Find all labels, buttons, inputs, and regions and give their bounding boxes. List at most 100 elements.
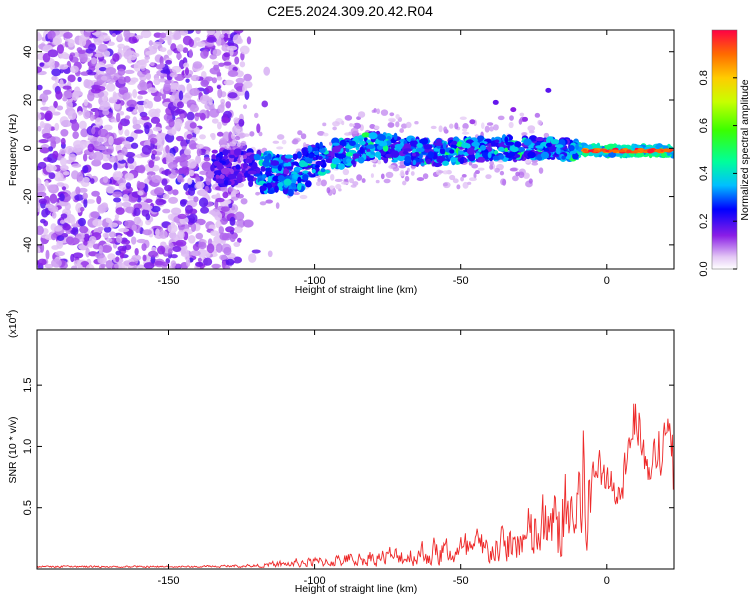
spectrogram-cell bbox=[267, 250, 273, 258]
spectrogram-cell bbox=[153, 77, 161, 86]
spectrogram-cell bbox=[117, 152, 124, 161]
spectrogram-cell bbox=[395, 121, 400, 128]
spectrogram-cell bbox=[540, 151, 550, 160]
spectrogram-cell bbox=[319, 141, 323, 150]
spectrogram-cell bbox=[215, 174, 220, 179]
spectrogram-cell bbox=[47, 30, 56, 40]
spectrogram-cell bbox=[219, 174, 225, 180]
spectrogram-cell bbox=[200, 50, 209, 59]
spectrogram-cell bbox=[108, 135, 114, 146]
spectrogram-cell bbox=[197, 248, 207, 258]
spectrogram-cell bbox=[44, 180, 49, 187]
spectrogram-cell bbox=[251, 161, 258, 170]
spectrogram-cell bbox=[122, 194, 130, 202]
spectrogram-cell bbox=[395, 114, 400, 120]
spectrogram-cell bbox=[85, 264, 95, 269]
spectrogram-cell bbox=[85, 247, 90, 258]
spectrogram-cell bbox=[151, 205, 161, 213]
spectrogram-cell bbox=[171, 65, 182, 73]
spectrogram-cell bbox=[494, 167, 500, 173]
spectrogram-cell bbox=[150, 111, 160, 119]
spectrogram-cell bbox=[100, 263, 106, 268]
spectrogram-cell bbox=[61, 186, 67, 191]
spectrogram-cell bbox=[163, 82, 171, 92]
spectrogram-cell bbox=[461, 131, 470, 135]
spectrogram-cell bbox=[450, 156, 457, 163]
spectrogram-cell bbox=[105, 217, 112, 223]
spectrogram-cell bbox=[231, 206, 236, 211]
spectrogram-cell bbox=[247, 170, 257, 175]
spectrogram-cell bbox=[188, 140, 197, 150]
spectrogram-cell bbox=[102, 176, 109, 184]
spectrogram-cell bbox=[618, 149, 626, 153]
spectrogram-cell bbox=[165, 68, 170, 75]
spectrogram-cell bbox=[260, 165, 266, 172]
spectrogram-cell bbox=[393, 132, 398, 141]
spectrogram-cell bbox=[489, 126, 494, 132]
spectrogram-cell bbox=[365, 151, 371, 156]
spectrogram-cell bbox=[62, 223, 71, 231]
spectrogram-cell bbox=[528, 135, 538, 142]
spectrogram-cell bbox=[143, 262, 155, 269]
spectrogram-cell bbox=[216, 131, 224, 137]
bottom-x-label: Height of straight line (km) bbox=[295, 583, 418, 595]
spectrogram-cell bbox=[608, 151, 617, 158]
spectrogram-cell bbox=[129, 164, 135, 170]
spectrogram-cell bbox=[415, 147, 425, 153]
spectrogram-cell bbox=[388, 117, 396, 122]
spectrogram-cell bbox=[221, 167, 230, 175]
spectrogram-cell bbox=[52, 150, 59, 159]
spectrogram-cell bbox=[149, 61, 155, 67]
spectrogram-cell bbox=[356, 174, 363, 181]
spectrogram-cell bbox=[89, 114, 95, 122]
spectrogram-cell bbox=[137, 95, 143, 100]
spectrogram-cell bbox=[67, 38, 75, 48]
spectrogram-cell bbox=[409, 140, 416, 147]
spectrogram-cell bbox=[459, 116, 467, 121]
spectrogram-cell bbox=[344, 115, 353, 121]
spectrogram-cell bbox=[206, 36, 217, 43]
spectrogram-cell bbox=[52, 36, 63, 46]
spectrogram-cell bbox=[37, 225, 44, 236]
spectrogram-cell bbox=[213, 170, 223, 175]
spectrogram-cell bbox=[177, 230, 185, 240]
spectrogram-cell bbox=[55, 251, 65, 257]
spectrogram-cell bbox=[513, 154, 521, 158]
spectrogram-cell bbox=[184, 253, 190, 261]
spectrogram-cell bbox=[535, 137, 544, 142]
top-y-tick-label: -40 bbox=[22, 237, 34, 253]
colorbar-tick-label: 0.0 bbox=[698, 261, 710, 276]
spectrogram-cell bbox=[235, 164, 241, 170]
spectrogram-cell bbox=[133, 129, 144, 134]
spectrogram-cell bbox=[291, 182, 296, 188]
spectrogram-cell bbox=[494, 139, 500, 144]
spectrogram-cell bbox=[233, 117, 240, 124]
spectrogram-cell bbox=[454, 122, 459, 130]
spectrogram-cell bbox=[170, 260, 177, 268]
spectrogram-cell bbox=[436, 155, 445, 164]
spectrogram-cell bbox=[223, 154, 228, 160]
spectrogram-cell bbox=[134, 247, 139, 256]
spectrogram-cell bbox=[74, 194, 84, 201]
spectrogram-cell bbox=[161, 178, 168, 186]
spectrogram-cell bbox=[74, 90, 83, 97]
spectrogram-cell bbox=[178, 59, 185, 70]
spectrogram-cell bbox=[139, 111, 148, 118]
spectrogram-cell bbox=[83, 197, 88, 208]
spectrogram-cell bbox=[96, 195, 102, 205]
title-block: C2E5.2024.309.20.42.R04 bbox=[0, 0, 750, 24]
spectrogram-cell bbox=[46, 184, 57, 191]
spectrogram-cell bbox=[259, 201, 267, 206]
spectrogram-cell bbox=[405, 121, 412, 129]
spectrogram-cell bbox=[131, 254, 142, 261]
spectrogram-cell bbox=[317, 131, 325, 136]
spectrogram-cell bbox=[224, 265, 231, 269]
spectrogram-cell bbox=[119, 118, 130, 127]
spectrogram-cell bbox=[227, 92, 238, 99]
spectrogram-cell bbox=[238, 118, 245, 127]
spectrogram-cell bbox=[97, 128, 109, 138]
spectrogram-cell bbox=[105, 260, 114, 269]
spectrogram-cell bbox=[276, 134, 285, 140]
spectrogram-cell bbox=[105, 185, 116, 194]
spectrogram-cell bbox=[67, 74, 76, 83]
